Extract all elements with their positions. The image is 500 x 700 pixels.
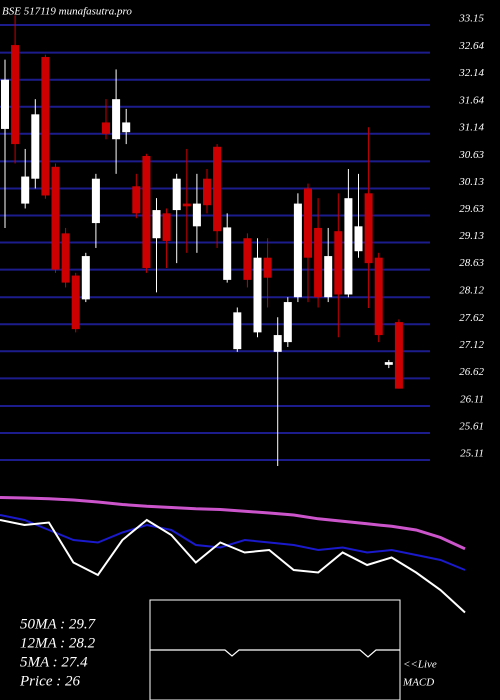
y-tick-label: 27.12 [459,339,484,351]
candle-body [182,203,191,207]
macd-label: <<Live [403,659,437,671]
candle-body [314,227,323,298]
candle-body [102,122,110,134]
candle-body [142,155,151,268]
candle-body [334,231,343,295]
candle-body [51,166,60,270]
y-tick-label: 29.13 [459,230,484,242]
candle-body [91,178,100,224]
candle-body [122,122,131,133]
y-tick-label: 32.14 [458,67,484,79]
candle-body [263,257,272,278]
info-text: 5MA : 27.4 [20,654,88,670]
candle-body [374,257,383,336]
candle-body [354,226,363,252]
y-tick-label: 28.63 [459,257,484,269]
info-text: 50MA : 29.7 [20,616,97,632]
candle-body [283,302,292,343]
y-tick-label: 32.64 [458,40,484,52]
y-tick-label: 26.62 [459,366,484,378]
candle-body [81,256,90,300]
candle-body [192,203,201,227]
y-tick-label: 30.13 [458,176,484,188]
candle-body [394,322,403,389]
candle-body [31,114,40,179]
candle-body [293,203,302,298]
candle-body [223,227,232,280]
candle-body [172,178,181,211]
candle-body [243,238,252,280]
indicator-line [0,496,466,551]
indicator-line [0,518,466,614]
candle-body [304,188,312,258]
candle-body [384,362,393,365]
candle-body [71,275,80,330]
info-text: 12MA : 28.2 [20,635,96,651]
y-tick-label: 29.63 [459,203,484,215]
indicator-line [0,514,466,571]
y-tick-label: 31.14 [458,121,484,133]
candle-body [213,146,222,232]
y-tick-label: 30.63 [458,149,484,161]
y-tick-label: 33.15 [458,13,484,25]
candle-body [253,257,262,333]
macd-line [150,649,400,658]
y-tick-label: 27.62 [459,312,484,324]
y-tick-label: 25.61 [459,421,484,433]
candle-body [162,213,171,241]
candle-body [324,256,333,298]
candle-body [1,79,9,129]
candle-body [233,312,242,350]
candle-body [11,45,20,145]
candle-body [273,335,282,352]
macd-label: MACD [402,677,434,689]
info-text: Price : 26 [19,673,80,689]
candle-body [21,176,30,204]
candle-body [41,56,50,196]
candle-body [132,186,141,214]
candle-body [61,233,70,283]
candle-body [112,99,121,140]
candle-body [203,178,211,206]
candle-body [344,198,353,295]
y-tick-label: 31.64 [458,94,484,106]
y-tick-label: 26.11 [460,393,484,405]
chart-title: BSE 517119 munafasutra.pro [2,6,132,18]
y-tick-label: 25.11 [460,448,484,460]
candle-body [364,193,373,264]
candle-body [152,210,161,239]
y-tick-label: 28.12 [459,285,484,297]
